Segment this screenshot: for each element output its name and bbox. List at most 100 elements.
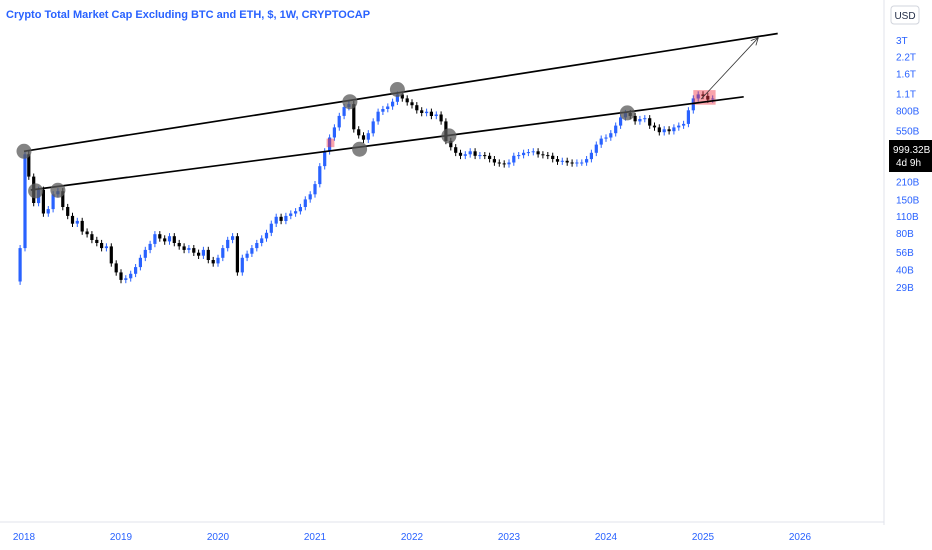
candle-body	[371, 121, 375, 134]
candle-body	[497, 162, 501, 164]
candle-body	[206, 249, 210, 260]
candle-body	[526, 152, 530, 154]
x-tick-label: 2020	[207, 532, 230, 543]
y-tick-label: 1.1T	[896, 89, 916, 100]
candle-body	[546, 155, 550, 157]
highlight-box	[326, 138, 335, 148]
candle-body	[61, 191, 65, 207]
candle-body	[187, 248, 191, 250]
candle-body	[391, 101, 395, 107]
y-tick-label: 1.6T	[896, 69, 916, 80]
candle-body	[221, 248, 225, 258]
candle-body	[75, 220, 79, 224]
y-tick-label: 150B	[896, 195, 920, 206]
candle-body	[80, 220, 84, 232]
candle-body	[541, 154, 545, 156]
candle-body	[672, 127, 676, 132]
candle-body	[686, 110, 690, 124]
candle-body	[483, 155, 487, 157]
price-axis-bg	[884, 0, 932, 525]
candle-body	[216, 257, 220, 264]
y-tick-label: 210B	[896, 178, 920, 189]
last-price-badge: 999.32B 4d 9h	[889, 140, 932, 172]
candle-body	[449, 140, 453, 148]
candle-body	[284, 215, 288, 221]
candle-body	[260, 238, 264, 243]
candle-body	[502, 163, 506, 165]
x-tick-label: 2022	[401, 532, 424, 543]
candle-body	[114, 263, 118, 273]
candle-body	[109, 246, 113, 264]
y-tick-label: 56B	[896, 248, 914, 259]
pivot-marker	[28, 183, 44, 199]
candle-body	[211, 260, 215, 264]
currency-unit-label: USD	[894, 11, 915, 22]
candle-body	[27, 154, 31, 177]
candle-body	[415, 105, 419, 111]
candle-body	[580, 162, 584, 164]
x-tick-label: 2023	[498, 532, 521, 543]
y-tick-label: 29B	[896, 283, 914, 294]
candle-body	[231, 236, 235, 240]
candle-body	[70, 215, 75, 224]
candle-body	[662, 129, 666, 133]
candle-body	[410, 102, 414, 106]
candle-body	[652, 125, 657, 128]
trend-lines	[23, 32, 778, 191]
candle-body	[536, 151, 540, 155]
candle-body	[129, 273, 133, 279]
candle-body	[264, 232, 269, 239]
chart-title: Crypto Total Market Cap Excluding BTC an…	[6, 9, 371, 21]
candle-body	[255, 243, 259, 249]
pivot-marker	[342, 94, 358, 110]
x-tick-label: 2026	[789, 532, 812, 543]
candle-body	[589, 152, 593, 160]
candle-body	[638, 119, 642, 122]
candle-body	[560, 160, 564, 162]
candle-body	[240, 257, 244, 273]
candle-body	[177, 243, 181, 247]
y-tick-label: 3T	[896, 36, 908, 47]
candle-body	[134, 267, 138, 274]
candle-body	[279, 216, 283, 221]
candle-body	[172, 236, 176, 243]
candle-body	[41, 189, 45, 214]
candle-body	[425, 111, 429, 114]
time-axis: 2018 2019 2020 2021 2022 2023 2024 2025 2026	[13, 532, 812, 543]
candle-body	[434, 114, 438, 116]
candle-body	[512, 155, 516, 163]
candle-body	[570, 162, 574, 164]
candle-body	[594, 144, 598, 153]
candle-body	[458, 152, 463, 156]
candle-body	[395, 94, 399, 102]
candle-body	[303, 199, 307, 207]
candle-body	[235, 236, 239, 273]
candle-body	[158, 234, 162, 239]
candle-body	[551, 155, 555, 159]
candle-body	[352, 104, 356, 130]
candle-body	[531, 151, 535, 153]
candle-body	[274, 216, 278, 224]
candle-body	[473, 151, 477, 156]
candle-body	[250, 248, 254, 254]
candle-body	[361, 135, 366, 140]
pivot-marker	[50, 182, 66, 198]
candle-body	[357, 129, 361, 136]
x-tick-label: 2025	[692, 532, 715, 543]
y-tick-label: 550B	[896, 126, 920, 137]
candle-body	[197, 252, 201, 256]
candle-body	[66, 207, 70, 216]
currency-unit-box[interactable]	[890, 5, 920, 25]
candle-body	[492, 159, 496, 163]
pivot-marker	[441, 128, 457, 144]
candle-body	[328, 137, 332, 152]
candle-body	[95, 239, 99, 243]
x-tick-label: 2018	[13, 532, 36, 543]
candle-body	[289, 213, 293, 216]
candle-body	[609, 133, 613, 138]
candle-body	[711, 98, 715, 100]
candle-body	[337, 115, 341, 128]
candle-body	[226, 239, 230, 249]
x-tick-label: 2021	[304, 532, 327, 543]
